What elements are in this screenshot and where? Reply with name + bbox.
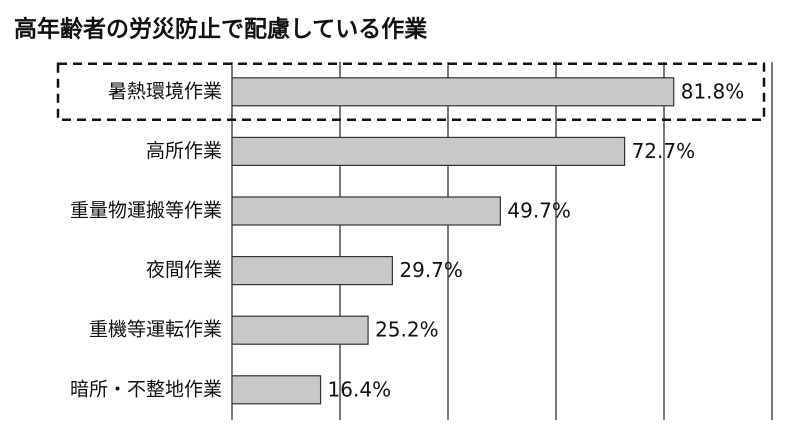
bar <box>231 256 393 286</box>
bar <box>231 196 501 226</box>
bar <box>231 77 675 107</box>
value-label: 72.7% <box>632 139 696 163</box>
y-tick-label: 重量物運搬等作業 <box>70 200 222 222</box>
bar <box>231 315 369 345</box>
y-tick-label: 暗所・不整地作業 <box>70 378 222 400</box>
y-tick-label: 重機等運転作業 <box>89 319 222 341</box>
y-tick-label: 高所作業 <box>146 140 222 162</box>
value-label: 16.4% <box>328 377 392 401</box>
chart-title: 高年齢者の労災防止で配慮している作業 <box>14 16 428 43</box>
bar <box>231 375 322 405</box>
highlight-box <box>56 62 766 122</box>
value-label: 81.8% <box>681 79 745 103</box>
value-label: 25.2% <box>375 318 439 342</box>
y-tick-label: 暑熱環境作業 <box>108 80 222 102</box>
bar <box>231 136 626 166</box>
value-label: 29.7% <box>399 258 463 282</box>
value-label: 49.7% <box>507 199 571 223</box>
y-tick-label: 夜間作業 <box>146 259 222 281</box>
